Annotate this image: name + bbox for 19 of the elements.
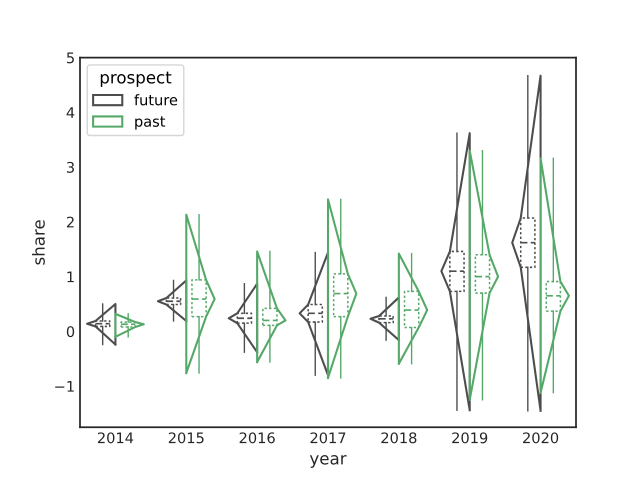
legend-label: past [135,116,166,130]
y-tick-label: 1 [67,272,74,282]
legend-label: future [134,94,178,106]
y-axis-title: share [32,220,45,265]
x-tick-label: 2017 [310,432,346,444]
y-tick-label: 5 [66,52,74,64]
y-tick-label: 0 [66,326,74,338]
y-tick-label: −1 [55,381,74,392]
y-tick-label: 4 [66,107,74,118]
x-tick-label: 2016 [240,432,275,444]
x-tick-label: 2014 [98,432,134,444]
x-tick-label: 2015 [168,432,204,444]
x-axis-title: year [310,455,347,468]
y-tick-label: 3 [66,162,74,173]
x-tick-label: 2018 [381,432,416,444]
x-tick-label: 2019 [452,432,488,444]
x-tick-label: 2020 [523,432,558,444]
legend-title: prospect [100,72,172,87]
y-tick-label: 2 [66,216,74,228]
